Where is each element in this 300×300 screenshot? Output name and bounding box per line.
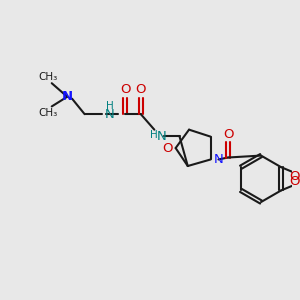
Text: O: O bbox=[136, 83, 146, 97]
Text: CH₃: CH₃ bbox=[38, 72, 58, 82]
Text: O: O bbox=[290, 175, 300, 188]
Text: O: O bbox=[163, 142, 173, 154]
Text: H: H bbox=[106, 101, 114, 111]
Text: CH₃: CH₃ bbox=[38, 108, 58, 118]
Text: N: N bbox=[214, 153, 223, 166]
Text: O: O bbox=[120, 83, 130, 97]
Text: N: N bbox=[62, 90, 73, 103]
Text: H: H bbox=[149, 130, 157, 140]
Text: O: O bbox=[223, 128, 233, 141]
Text: N: N bbox=[105, 108, 115, 121]
Text: N: N bbox=[156, 130, 166, 143]
Text: O: O bbox=[290, 170, 300, 183]
